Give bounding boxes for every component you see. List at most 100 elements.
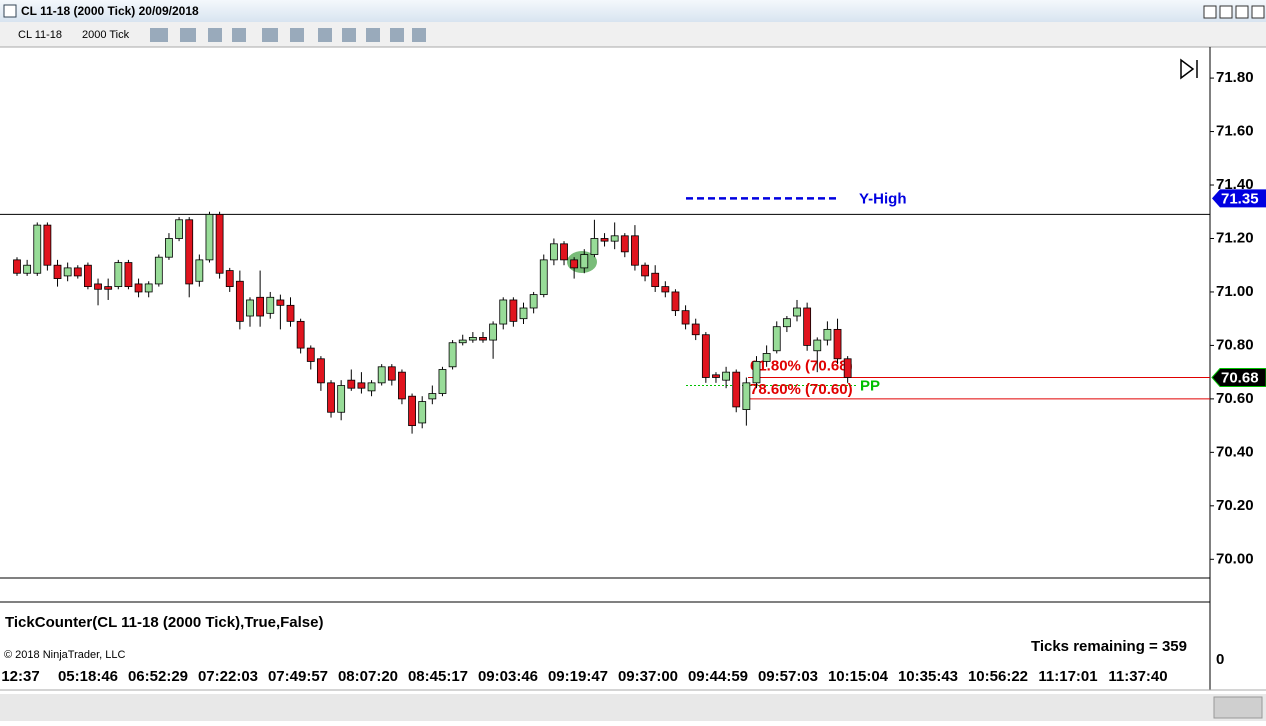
candle-body bbox=[590, 238, 599, 255]
x-tick-label: 10:56:22 bbox=[968, 668, 1028, 685]
x-tick-label: 05:18:46 bbox=[58, 668, 118, 685]
candle-body bbox=[742, 382, 751, 410]
candle-body bbox=[529, 294, 538, 309]
candle-body bbox=[215, 214, 224, 274]
maximize[interactable] bbox=[1235, 5, 1249, 19]
last-price-label: 70.68 bbox=[1221, 369, 1259, 386]
tool-icon[interactable] bbox=[262, 28, 278, 42]
close[interactable] bbox=[1251, 5, 1265, 19]
candle-body bbox=[772, 326, 781, 352]
candle-body bbox=[641, 264, 649, 277]
window-buttons[interactable] bbox=[1203, 5, 1265, 19]
x-tick-label: 09:44:59 bbox=[688, 668, 748, 685]
x-tick-label: 09:57:03 bbox=[758, 668, 818, 685]
candle-body bbox=[499, 299, 508, 325]
indicator-tick-label: 0 bbox=[1216, 651, 1224, 668]
instrument-select[interactable]: CL 11-18 bbox=[18, 29, 62, 41]
candle-body bbox=[195, 259, 204, 282]
tool-icon[interactable] bbox=[366, 28, 380, 42]
y-tick-label: 70.60 bbox=[1216, 390, 1254, 407]
tool-icon[interactable] bbox=[318, 28, 332, 42]
app-icon bbox=[3, 4, 17, 18]
candle-body bbox=[73, 267, 82, 277]
candle-body bbox=[94, 283, 102, 290]
y-tick-label: 71.20 bbox=[1216, 229, 1254, 246]
candle-body bbox=[712, 374, 720, 378]
candle-body bbox=[367, 382, 376, 392]
candle-body bbox=[256, 296, 265, 317]
candle-body bbox=[448, 342, 457, 368]
candle-body bbox=[134, 283, 143, 293]
scrollbar-thumb[interactable] bbox=[1213, 696, 1263, 719]
scroll-end-button[interactable] bbox=[1180, 58, 1198, 80]
candle-body bbox=[104, 286, 113, 290]
candle-body bbox=[722, 371, 730, 381]
candle-body bbox=[610, 235, 619, 242]
x-tick-label: :12:37 bbox=[0, 668, 40, 685]
candle-body bbox=[408, 395, 416, 427]
candle-body bbox=[479, 336, 487, 341]
candle-body bbox=[519, 307, 528, 320]
y-tick-label: 70.40 bbox=[1216, 443, 1254, 460]
candle-body bbox=[205, 214, 214, 261]
candle-body bbox=[762, 353, 771, 362]
candle-body bbox=[347, 379, 356, 389]
x-tick-label: 09:37:00 bbox=[618, 668, 678, 685]
candle-body bbox=[23, 264, 32, 274]
x-tick-label: 06:52:29 bbox=[128, 668, 188, 685]
period-select[interactable]: 2000 Tick bbox=[82, 29, 130, 41]
candle-body bbox=[580, 254, 589, 269]
y-tick-label: 70.20 bbox=[1216, 497, 1254, 514]
candle-body bbox=[154, 256, 163, 285]
candle-body bbox=[357, 382, 366, 389]
candle-body bbox=[144, 283, 153, 293]
candle-body bbox=[124, 262, 133, 288]
y-tick-label: 70.00 bbox=[1216, 550, 1254, 567]
toolbar-icons[interactable] bbox=[150, 28, 426, 42]
restore[interactable] bbox=[1219, 5, 1233, 19]
candle-body bbox=[286, 304, 295, 322]
window-title: CL 11-18 (2000 Tick) 20/09/2018 bbox=[21, 4, 199, 18]
fib-label: 61.80% (70.68) bbox=[750, 357, 853, 374]
y-tick-label: 71.80 bbox=[1216, 69, 1254, 86]
y-high-marker bbox=[1212, 189, 1266, 208]
tool-icon[interactable] bbox=[208, 28, 222, 42]
candle-body bbox=[53, 264, 62, 279]
candle-body bbox=[428, 393, 437, 400]
candle-body bbox=[681, 310, 690, 325]
x-tick-label: 07:22:03 bbox=[198, 668, 258, 685]
candle-body bbox=[661, 286, 670, 293]
candle-body bbox=[316, 358, 325, 384]
tool-icon[interactable] bbox=[342, 28, 356, 42]
tool-icon[interactable] bbox=[180, 28, 196, 42]
tool-icon[interactable] bbox=[150, 28, 168, 42]
pp-label: PP bbox=[860, 377, 880, 394]
candle-body bbox=[468, 336, 477, 341]
candle-body bbox=[296, 320, 305, 349]
candle-body bbox=[185, 219, 194, 285]
tool-icon[interactable] bbox=[412, 28, 426, 42]
candle-body bbox=[387, 366, 396, 381]
title-bar bbox=[0, 0, 1266, 22]
tool-icon[interactable] bbox=[390, 28, 404, 42]
minimize[interactable] bbox=[1203, 5, 1217, 19]
candle-body bbox=[671, 291, 680, 312]
candle-body bbox=[276, 299, 285, 306]
x-tick-label: 09:19:47 bbox=[548, 668, 608, 685]
candle-body bbox=[489, 323, 498, 341]
x-tick-label: 11:17:01 bbox=[1038, 668, 1097, 685]
scrollbar[interactable] bbox=[0, 694, 1266, 721]
tick-counter: Ticks remaining = 359 bbox=[1031, 638, 1187, 655]
candle-body bbox=[246, 299, 254, 317]
tool-icon[interactable] bbox=[232, 28, 246, 42]
candle-body bbox=[631, 235, 639, 266]
x-tick-label: 09:03:46 bbox=[478, 668, 538, 685]
candle-body bbox=[570, 259, 579, 269]
x-tick-label: 07:49:57 bbox=[268, 668, 328, 685]
candle-body bbox=[84, 264, 92, 288]
tool-icon[interactable] bbox=[290, 28, 304, 42]
candle-body bbox=[33, 224, 42, 274]
candle-body bbox=[782, 318, 791, 328]
candle-body bbox=[458, 339, 467, 344]
